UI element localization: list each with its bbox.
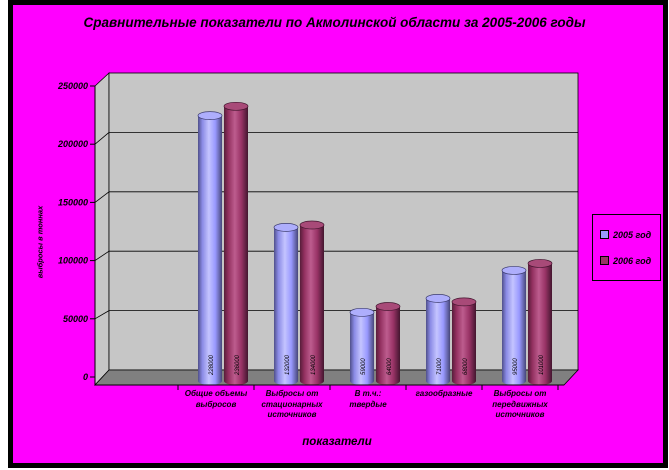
- y-tick-label: 100000: [58, 256, 88, 266]
- plot-axes: 0 50000 100000 150000 200000 250000: [57, 81, 564, 390]
- bar-value-label: 132000: [285, 354, 291, 375]
- bar-value-label: 59000: [361, 358, 367, 375]
- back-wall: [108, 72, 579, 371]
- bar-value-label: 71000: [437, 358, 443, 375]
- cylinder-top-cap: [501, 266, 527, 275]
- cylinder-bottom-cap: [350, 377, 374, 385]
- category-label: газообразные: [415, 389, 473, 398]
- bar-value-label: 228000: [209, 354, 215, 376]
- cylinder-bottom-cap: [376, 377, 400, 385]
- y-tick-label: 200000: [57, 139, 88, 149]
- cylinder-bottom-cap: [426, 377, 450, 385]
- legend-swatch: [600, 256, 609, 265]
- cylinder-top-cap: [527, 259, 553, 268]
- cylinder-bar-2005-год: [426, 298, 450, 381]
- bar-value-label: 64000: [387, 358, 393, 375]
- cylinder-bottom-cap: [528, 377, 552, 385]
- bar-value-label: 95000: [513, 358, 519, 375]
- bar-value-label: 101000: [539, 354, 545, 375]
- legend-swatch: [600, 230, 609, 239]
- bar-value-label: 236000: [235, 354, 241, 376]
- legend-item: 2005 год: [600, 230, 660, 240]
- bar-value-label: 134000: [311, 354, 317, 375]
- cylinder-top-cap: [299, 220, 325, 230]
- gridline-side: [94, 132, 110, 145]
- cylinder-bar-2006-год: [224, 106, 248, 382]
- category-label: Общие объемы выбросов: [184, 389, 248, 409]
- cylinder-top-cap: [349, 307, 375, 317]
- cylinder-bottom-cap: [224, 377, 248, 385]
- cylinder-bottom-cap: [452, 377, 476, 385]
- cylinder-bar-2005-год: [350, 312, 374, 381]
- gridline-side: [94, 250, 110, 261]
- chart-title: Сравнительные показатели по Акмолинской …: [83, 15, 586, 30]
- legend-item: 2006 год: [600, 256, 660, 266]
- cylinder-top-cap: [273, 223, 299, 232]
- y-tick-label: 50000: [63, 314, 88, 324]
- cylinder-bar-2006-год: [528, 263, 552, 381]
- cylinder-bar-2005-год: [502, 270, 526, 381]
- cylinder-top-cap: [451, 297, 477, 307]
- plot-bars: 228000 236000 132000 134000 59000 64000 71000 6…: [197, 101, 553, 385]
- cylinder-bottom-cap: [502, 377, 526, 385]
- cylinder-bottom-cap: [274, 377, 298, 385]
- y-tick-label: 150000: [58, 197, 88, 207]
- category-label: Выбросы от стационарных источников: [261, 389, 323, 419]
- y-tick-label: 0: [83, 372, 88, 382]
- category-label: В т.ч.: твердые: [349, 389, 387, 409]
- cylinder-top-cap: [197, 111, 223, 120]
- legend-label: 2006 год: [613, 255, 652, 266]
- cylinder-bar-2005-год: [198, 115, 222, 381]
- y-axis-title: выбросы в тоннах: [35, 205, 45, 279]
- cylinder-bar-2005-год: [274, 227, 298, 381]
- x-axis-title: показатели: [302, 436, 372, 448]
- legend: 2005 год 2006 год: [592, 214, 661, 281]
- cylinder-top-cap: [223, 101, 249, 111]
- cylinder-bar-2006-год: [376, 306, 400, 381]
- cylinder-bottom-cap: [198, 377, 222, 385]
- legend-label: 2005 год: [613, 229, 652, 240]
- gridline-side: [94, 310, 110, 320]
- cylinder-bottom-cap: [300, 377, 324, 385]
- cylinder-bar-2006-год: [452, 301, 476, 381]
- cylinder-top-cap: [425, 294, 451, 303]
- category-label: Выбросы от передвижных источников: [492, 389, 548, 419]
- gridline-side: [94, 191, 110, 203]
- bar-value-label: 68000: [463, 358, 469, 375]
- cylinder-top-cap: [375, 302, 401, 311]
- y-tick-label: 250000: [57, 81, 88, 91]
- cylinder-bar-2006-год: [300, 225, 324, 381]
